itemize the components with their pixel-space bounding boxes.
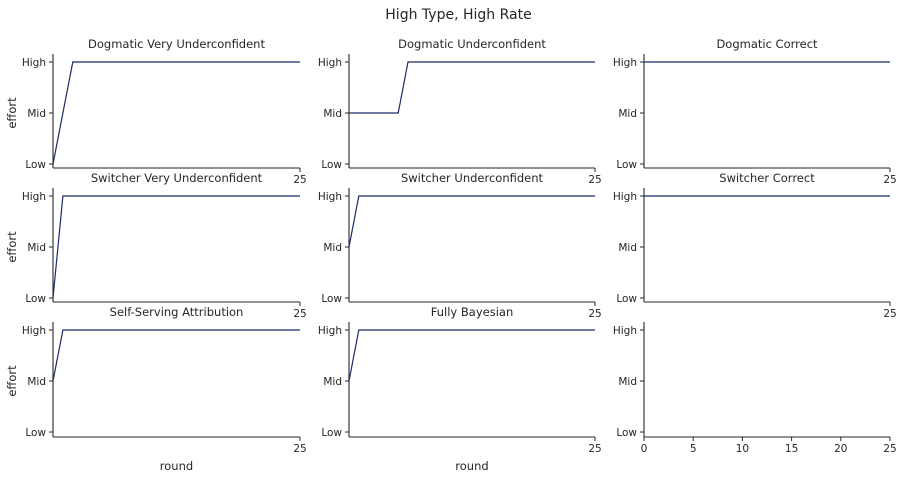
figure-suptitle: High Type, High Rate — [385, 7, 531, 23]
series-line — [52, 195, 300, 299]
y-tick-label: Mid — [618, 108, 637, 120]
y-tick-label: Low — [616, 427, 637, 439]
x-tick-label: 10 — [736, 443, 749, 455]
x-tick-label: 25 — [588, 174, 601, 186]
x-tick-label: 25 — [883, 308, 896, 320]
series-line — [52, 329, 300, 382]
series-line — [348, 195, 595, 248]
subplot-6: Low Mid High 25 Switcher Correct — [613, 171, 897, 320]
y-tick-label: Mid — [27, 242, 46, 254]
subplot-title: Switcher Very Underconfident — [91, 171, 263, 185]
subplot-4: Low Mid High 25 Switcher Very Underconfident… — [5, 171, 307, 320]
subplot-9: Low Mid High 0 5 10 15 20 25 — [613, 322, 897, 455]
subplot-8: Low Mid High 25 Fully Bayesian round — [318, 305, 602, 473]
x-tick-label: 0 — [641, 443, 648, 455]
y-tick-label: High — [613, 325, 637, 337]
y-axis-label: effort — [5, 365, 19, 397]
x-tick-label: 25 — [293, 308, 306, 320]
series-line — [349, 61, 595, 114]
y-axis-label: effort — [5, 231, 19, 263]
y-tick-label: High — [318, 57, 342, 69]
x-tick-label: 25 — [293, 443, 306, 455]
subplot-5: Low Mid High 25 Switcher Underconfident — [318, 171, 602, 320]
subplot-title: Switcher Correct — [719, 171, 815, 185]
subplot-title: Switcher Underconfident — [401, 171, 544, 185]
subplot-2: Low Mid High 25 Dogmatic Underconfident — [318, 37, 602, 186]
subplot-1: Low Mid High 25 Dogmatic Very Underconfident… — [5, 37, 307, 186]
x-tick-label: 25 — [588, 308, 601, 320]
subplot-7: Low Mid High 25 Self-Serving Attribution effo… — [5, 305, 307, 473]
y-tick-label: Low — [616, 159, 637, 171]
x-tick-label: 25 — [293, 174, 306, 186]
y-tick-label: Low — [321, 159, 342, 171]
y-tick-label: High — [613, 191, 637, 203]
y-tick-label: High — [318, 191, 342, 203]
x-axis-label: round — [455, 459, 488, 473]
x-tick-label: 25 — [588, 443, 601, 455]
y-tick-label: Mid — [618, 376, 637, 388]
subplot-title: Fully Bayesian — [431, 305, 513, 319]
y-tick-label: Mid — [323, 108, 342, 120]
y-tick-label: Low — [25, 159, 46, 171]
panel-grid: Low Mid High 25 Dogmatic Very Underconfident… — [5, 37, 897, 473]
y-tick-label: Mid — [323, 242, 342, 254]
subplot-title: Self-Serving Attribution — [110, 305, 244, 319]
y-tick-label: Mid — [27, 108, 46, 120]
subplot-title: Dogmatic Underconfident — [398, 37, 546, 51]
x-tick-label: 20 — [834, 443, 847, 455]
x-tick-label: 15 — [785, 443, 798, 455]
x-tick-label: 25 — [883, 443, 896, 455]
y-tick-label: Mid — [323, 376, 342, 388]
y-axis-label: effort — [5, 97, 19, 129]
series-line — [348, 329, 595, 382]
y-tick-label: Low — [616, 293, 637, 305]
x-tick-label: 25 — [883, 174, 896, 186]
y-tick-label: High — [22, 325, 46, 337]
x-axis-label: round — [160, 459, 193, 473]
subplot-title: Dogmatic Correct — [716, 37, 818, 51]
y-tick-label: High — [22, 191, 46, 203]
y-tick-label: Mid — [27, 376, 46, 388]
subplot-title: Dogmatic Very Underconfident — [88, 37, 265, 51]
y-tick-label: Low — [25, 293, 46, 305]
y-tick-label: High — [22, 57, 46, 69]
y-tick-label: High — [318, 325, 342, 337]
y-tick-label: Low — [25, 427, 46, 439]
x-tick-label: 5 — [690, 443, 697, 455]
y-tick-label: High — [613, 57, 637, 69]
y-tick-label: Mid — [618, 242, 637, 254]
subplot-3: Low Mid High 25 Dogmatic Correct — [613, 37, 897, 186]
y-tick-label: Low — [321, 427, 342, 439]
y-tick-label: Low — [321, 293, 342, 305]
series-line — [52, 61, 300, 165]
